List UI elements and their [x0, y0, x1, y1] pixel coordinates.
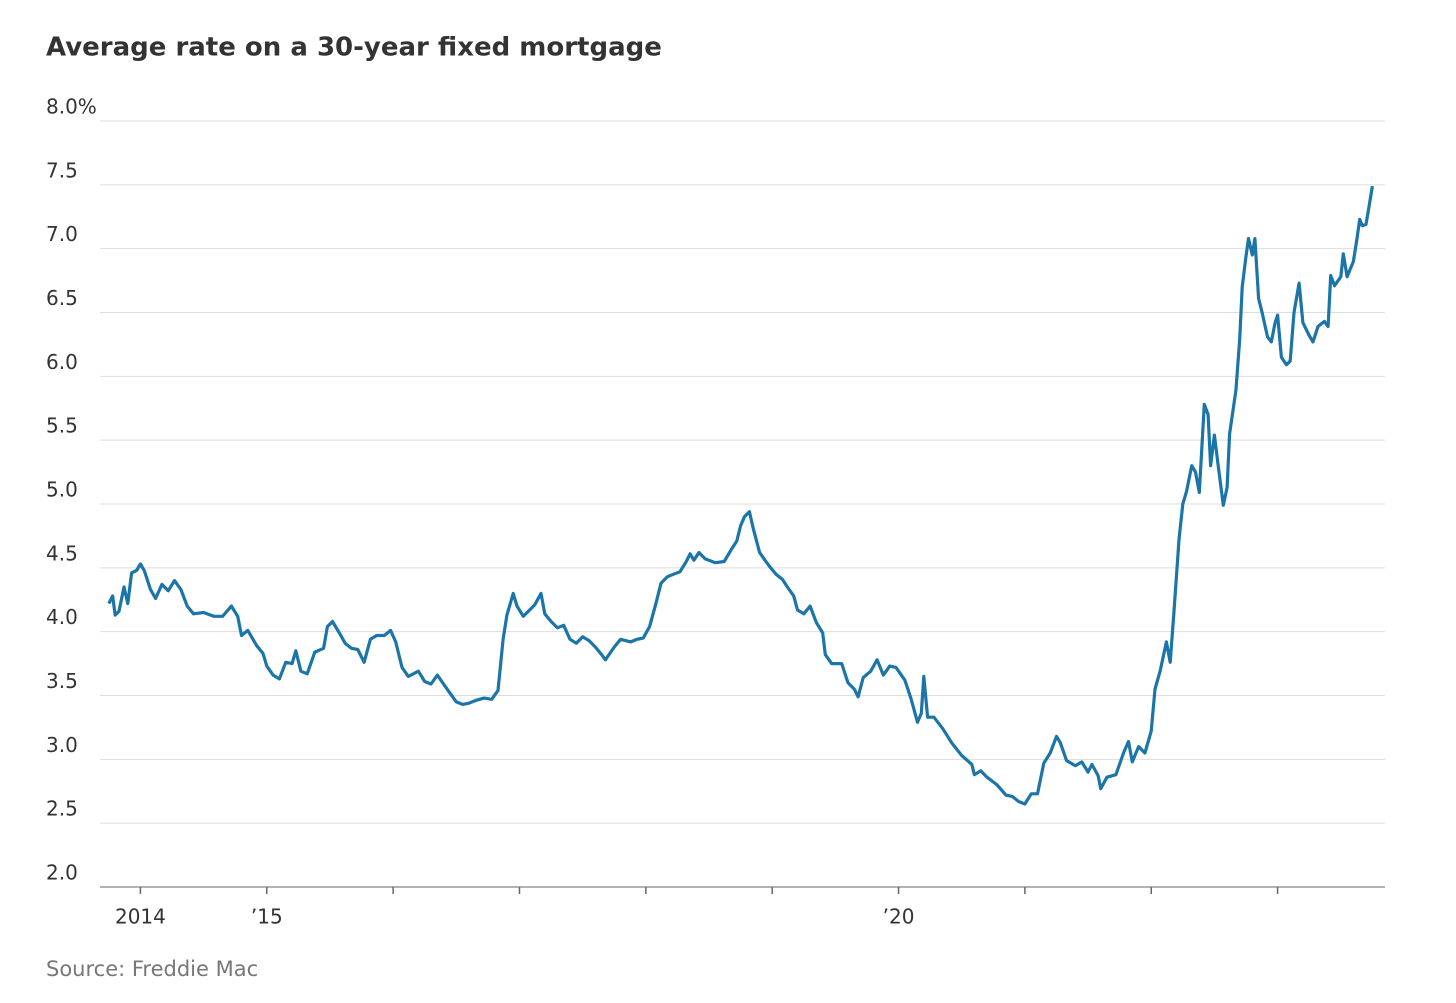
y-tick-label: 2.5: [46, 797, 78, 821]
y-tick-label: 4.5: [46, 541, 78, 565]
y-tick-label: 3.5: [46, 669, 78, 693]
x-tick-label: ’15: [251, 905, 283, 929]
y-tick-label: 8.0%: [46, 95, 97, 119]
y-tick-label: 7.0: [46, 222, 78, 246]
y-tick-label: 6.5: [46, 286, 78, 310]
y-tick-label: 3.0: [46, 733, 78, 757]
y-tick-label: 2.0: [46, 861, 78, 885]
y-tick-label: 7.5: [46, 158, 78, 182]
chart-title: Average rate on a 30-year fixed mortgage: [46, 33, 662, 63]
source-note: Source: Freddie Mac: [46, 957, 258, 981]
x-tick-label: 2014: [115, 905, 166, 929]
y-tick-label: 5.0: [46, 478, 78, 502]
y-tick-label: 4.0: [46, 605, 78, 629]
rate-line: [107, 185, 1374, 806]
y-tick-label: 5.5: [46, 414, 78, 438]
y-tick-label: 6.0: [46, 350, 78, 374]
x-tick-label: ’20: [883, 905, 915, 929]
